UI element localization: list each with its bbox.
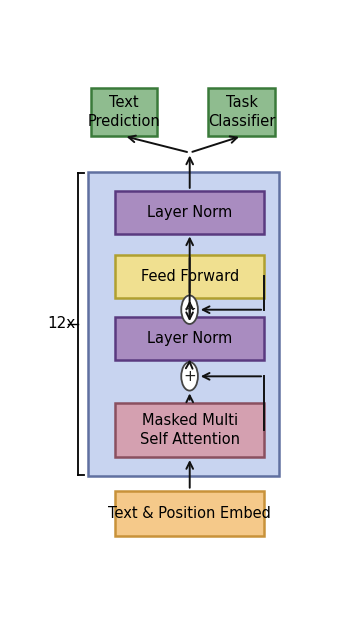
Text: +: + <box>183 369 196 384</box>
Text: Masked Multi
Self Attention: Masked Multi Self Attention <box>140 413 240 447</box>
Text: Layer Norm: Layer Norm <box>147 205 232 219</box>
Text: Text
Prediction: Text Prediction <box>87 95 160 129</box>
FancyBboxPatch shape <box>116 191 264 234</box>
FancyBboxPatch shape <box>88 172 279 476</box>
FancyBboxPatch shape <box>116 255 264 298</box>
Text: Layer Norm: Layer Norm <box>147 331 232 345</box>
Circle shape <box>181 362 198 391</box>
FancyBboxPatch shape <box>116 317 264 360</box>
FancyBboxPatch shape <box>116 402 264 457</box>
Text: 12x: 12x <box>47 316 76 331</box>
Text: Text & Position Embed: Text & Position Embed <box>108 506 271 520</box>
Text: Task
Classifier: Task Classifier <box>208 95 275 129</box>
FancyBboxPatch shape <box>91 88 157 136</box>
Text: +: + <box>183 302 196 317</box>
FancyBboxPatch shape <box>208 88 275 136</box>
Circle shape <box>181 295 198 324</box>
Text: Feed Forward: Feed Forward <box>141 269 239 284</box>
FancyBboxPatch shape <box>116 491 264 536</box>
